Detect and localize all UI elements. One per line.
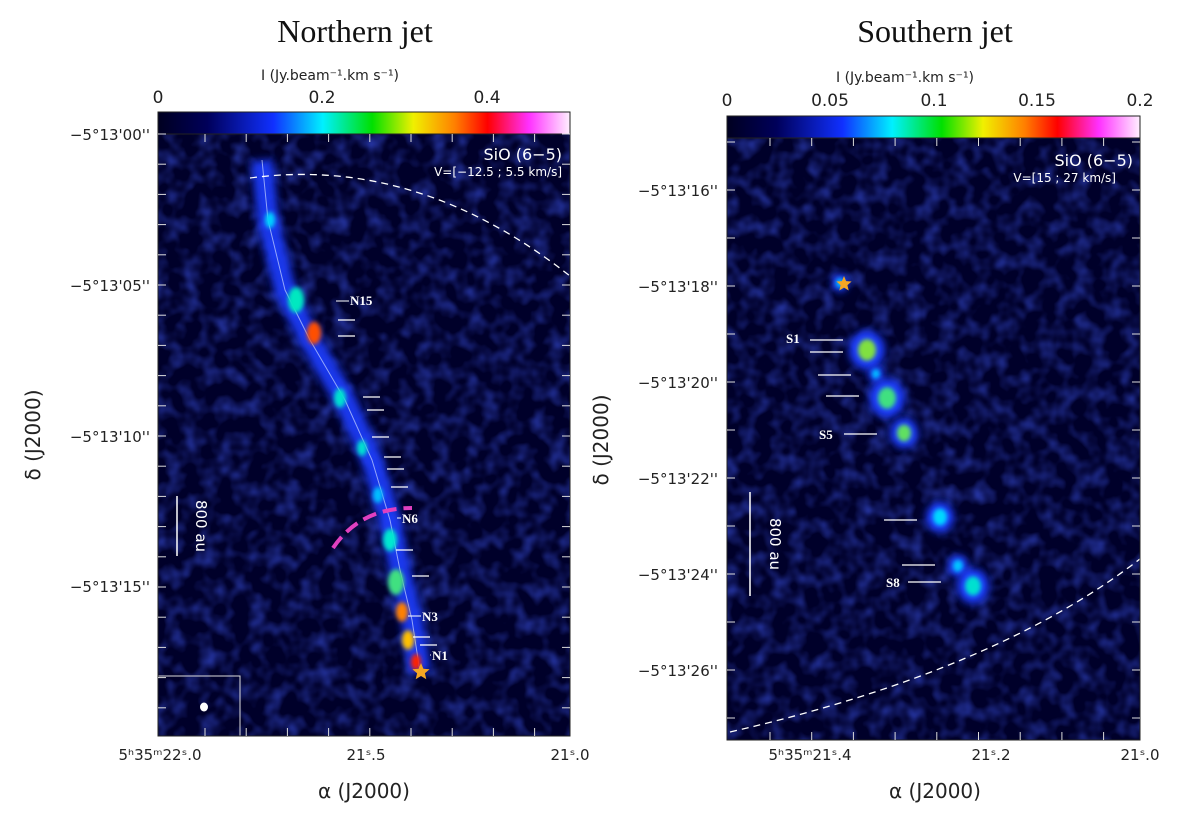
- emission-knot: [288, 287, 304, 313]
- emission-knot: [411, 654, 421, 670]
- knot-label: N1: [432, 648, 448, 663]
- emission-knot: [265, 212, 275, 228]
- emission-knot: [872, 369, 880, 379]
- emission-knot: [858, 339, 876, 361]
- y-tick-label: −5°13'16'': [638, 182, 718, 200]
- map-frame: [157, 133, 571, 737]
- line-label: SiO (6−5): [1054, 151, 1133, 170]
- y-tick-label: −5°13'10'': [70, 428, 150, 446]
- primary-beam-arc: [249, 173, 570, 277]
- y-tick-label: −5°13'24'': [638, 566, 718, 584]
- emission-knot: [965, 576, 981, 596]
- colorbar-tick: 0.15: [1018, 91, 1056, 111]
- map-image: [727, 138, 1140, 740]
- x-tick-label: 21ˢ.0: [551, 746, 590, 764]
- emission-knot: [402, 630, 414, 650]
- star-icon: [412, 663, 430, 680]
- colorbar: [157, 111, 571, 135]
- y-tick-label: −5°13'26'': [638, 662, 718, 680]
- emission-knot: [878, 387, 896, 409]
- colorbar-tick: 0: [722, 91, 733, 111]
- velocity-label: V=[15 ; 27 km/s]: [1013, 171, 1116, 185]
- y-tick-label: −5°13'00'': [70, 126, 150, 144]
- colorbar-tick: 0: [153, 88, 164, 108]
- y-tick-label: −5°13'22'': [638, 470, 718, 488]
- beam-box: [158, 675, 241, 736]
- map-frame: [726, 137, 1141, 741]
- x-tick-label: 21ˢ.2: [972, 746, 1011, 764]
- northern-jet-panel: Northern jet I (Jy.beam⁻¹.km s⁻¹) 0 0.2 …: [21, 13, 590, 803]
- y-tick-label: −5°13'18'': [638, 278, 718, 296]
- emission-knot: [933, 508, 947, 526]
- x-tick-label: 21ˢ.5: [347, 746, 386, 764]
- y-tick-label: −5°13'20'': [638, 374, 718, 392]
- map-image: [158, 134, 570, 736]
- panel-title: Southern jet: [857, 13, 1013, 49]
- knot-label: N3: [422, 609, 438, 624]
- colorbar-tick: 0.1: [920, 91, 947, 111]
- colorbar-tick: 0.4: [473, 88, 500, 108]
- knot-label: S8: [886, 575, 900, 590]
- colorbar-label: I (Jy.beam⁻¹.km s⁻¹): [836, 70, 974, 86]
- y-axis-label: δ (J2000): [589, 395, 613, 486]
- star-icon: [836, 276, 852, 291]
- x-axis-label: α (J2000): [318, 779, 410, 803]
- velocity-label: V=[−12.5 ; 5.5 km/s]: [434, 165, 562, 179]
- emission-knot: [396, 602, 408, 622]
- x-tick-label: 21ˢ.0: [1121, 746, 1160, 764]
- colorbar-tick: 0.2: [308, 88, 335, 108]
- bow-shock-arc: [331, 506, 413, 550]
- emission-knot: [357, 440, 367, 456]
- colorbar: [726, 115, 1141, 139]
- colorbar-tick: 0.05: [811, 91, 849, 111]
- y-tick-label: −5°13'05'': [70, 277, 150, 295]
- emission-knot: [388, 569, 404, 595]
- emission-knot: [897, 424, 911, 442]
- x-tick-label: 5ʰ35ᵐ21ˢ.4: [768, 746, 851, 764]
- colorbar-label: I (Jy.beam⁻¹.km s⁻¹): [261, 68, 399, 84]
- scale-bar-label: 800 au: [192, 500, 210, 552]
- emission-knot: [373, 487, 383, 503]
- primary-beam-arc: [729, 558, 1140, 733]
- emission-knot: [953, 560, 963, 572]
- knot-label: N15: [350, 293, 373, 308]
- panel-title: Northern jet: [277, 13, 433, 49]
- emission-knot: [334, 388, 346, 408]
- emission-knot: [307, 321, 321, 345]
- knot-label: S5: [819, 427, 833, 442]
- scale-bar-label: 800 au: [766, 518, 784, 570]
- southern-jet-panel: Southern jet I (Jy.beam⁻¹.km s⁻¹) 0 0.05…: [589, 13, 1160, 803]
- x-axis-label: α (J2000): [889, 779, 981, 803]
- beam-ellipse: [200, 702, 208, 712]
- emission-knot: [383, 528, 397, 552]
- y-axis-label: δ (J2000): [21, 390, 45, 481]
- knot-label: S1: [786, 331, 800, 346]
- line-label: SiO (6−5): [483, 145, 562, 164]
- colorbar-tick: 0.2: [1126, 91, 1153, 111]
- knot-label: N6: [402, 511, 418, 526]
- y-tick-label: −5°13'15'': [70, 578, 150, 596]
- contour: [261, 159, 421, 673]
- x-tick-label: 5ʰ35ᵐ22ˢ.0: [118, 746, 201, 764]
